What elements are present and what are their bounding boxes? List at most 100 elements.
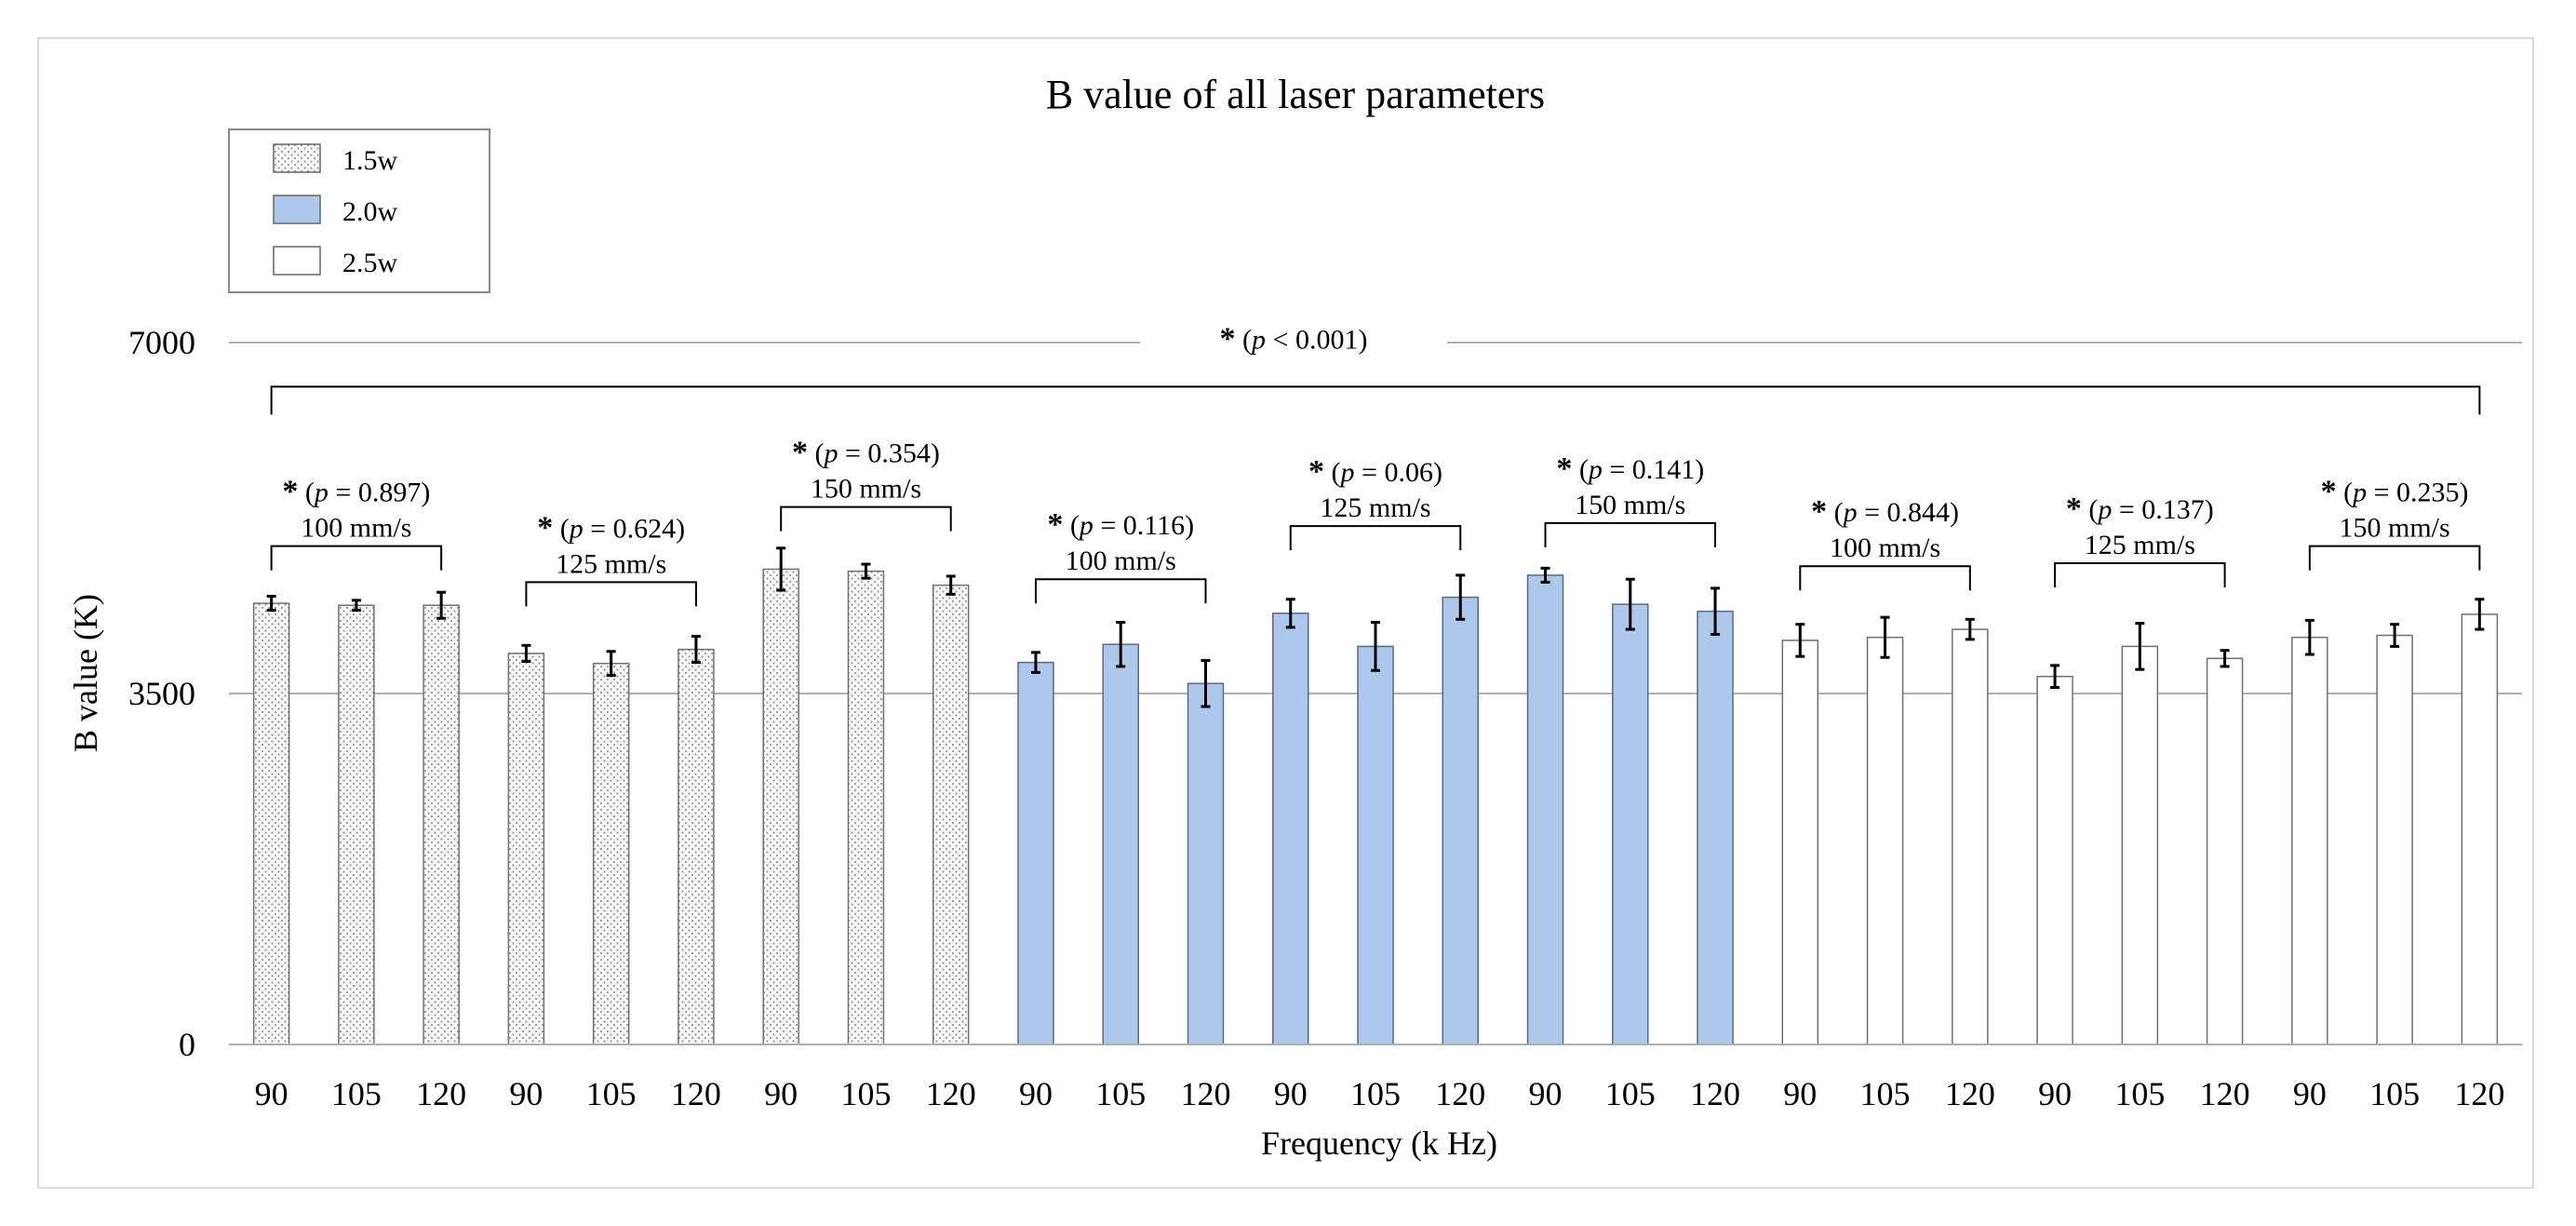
bar-1.5w-90 — [507, 653, 545, 1045]
speed-label: 150 mm/s — [811, 474, 921, 505]
error-bar — [606, 650, 616, 678]
p-value-label: * (p < 0.001) — [1220, 321, 1368, 356]
bar-1.5w-90 — [252, 602, 290, 1045]
bar-2.5w-105 — [2376, 634, 2413, 1045]
error-bars — [266, 546, 2485, 708]
error-bar — [521, 643, 531, 664]
x-tick-label: 120 — [2454, 1075, 2504, 1112]
speed-label: 150 mm/s — [1575, 490, 1685, 520]
legend-label-2.0w: 2.0w — [342, 196, 398, 227]
significance-bracket: * (p = 0.06)125 mm/s — [1289, 454, 1462, 551]
bar-2.0w-105 — [1102, 643, 1139, 1045]
bars — [252, 568, 2499, 1045]
y-axis-ticks: 0 3500 7000 — [128, 324, 195, 1063]
bar-1.5w-120 — [678, 648, 715, 1045]
x-tick-label: 90 — [1274, 1075, 1308, 1112]
significance-bracket: * (p = 0.897) 100 mm/s — [270, 475, 443, 571]
legend-label-1.5w: 1.5w — [342, 145, 398, 176]
legend-swatch-1.5w — [273, 143, 321, 173]
error-bar — [1711, 586, 1721, 636]
error-bar — [1795, 623, 1805, 658]
x-tick-label: 105 — [1860, 1075, 1911, 1112]
p-value-label: * (p = 0.897) — [282, 475, 430, 509]
significance-bracket: * (p = 0.116) 100 mm/s — [1034, 507, 1207, 604]
bar-2.0w-105 — [1357, 645, 1394, 1045]
error-bar — [1456, 573, 1466, 621]
bar-2.5w-120 — [1952, 628, 1989, 1045]
bar-2.5w-120 — [2461, 613, 2499, 1045]
speed-label: 125 mm/s — [1320, 492, 1430, 523]
bar-2.0w-120 — [1187, 682, 1225, 1045]
significance-bracket: * (p = 0.624)125 mm/s — [525, 510, 697, 607]
bar-2.5w-90 — [2036, 675, 2073, 1045]
significance-bracket: * (p = 0.137) 125 mm/s — [2054, 492, 2226, 587]
speed-label: 125 mm/s — [556, 548, 666, 579]
x-tick-label: 90 — [2038, 1075, 2072, 1112]
legend-label-2.5w: 2.5w — [342, 248, 398, 278]
error-bar — [776, 546, 786, 592]
x-tick-label: 90 — [255, 1075, 288, 1112]
bar-1.5w-120 — [932, 584, 970, 1045]
significance-bracket: * (p = 0.141) 150 mm/s — [1544, 451, 1717, 547]
error-bar — [2220, 649, 2230, 668]
error-bar — [2304, 618, 2314, 656]
bar-2.0w-90 — [1271, 613, 1309, 1045]
p-value-label: * (p = 0.235) — [2321, 475, 2469, 509]
x-axis-label: Frequency (k Hz) — [1261, 1125, 1497, 1162]
p-value-label: * (p = 0.137) — [2066, 492, 2214, 526]
significance-bracket: * (p = 0.354) 150 mm/s — [780, 436, 952, 532]
significance-bracket: * (p = 0.844)100 mm/s — [1799, 494, 1971, 591]
p-value-label: * (p = 0.141) — [1556, 451, 1704, 486]
speed-label: 100 mm/s — [1830, 532, 1940, 563]
x-tick-label: 105 — [2114, 1075, 2165, 1112]
error-bar — [436, 590, 447, 620]
significance-bracket: * (p = 0.235) 150 mm/s — [2308, 475, 2481, 571]
error-bar — [1540, 566, 1550, 584]
y-tick-label: 7000 — [128, 324, 195, 361]
y-tick-label: 0 — [179, 1026, 195, 1063]
significance-brackets: * (p = 0.897) 100 mm/s * (p = 0.624)125 mm… — [270, 321, 2481, 607]
x-tick-label: 105 — [840, 1075, 891, 1112]
bar-2.0w-120 — [1442, 596, 1480, 1045]
bar-2.5w-120 — [2206, 657, 2244, 1045]
p-value-label: * (p = 0.06) — [1308, 454, 1442, 489]
bar-1.5w-105 — [847, 570, 885, 1045]
error-bar — [1371, 621, 1380, 672]
x-tick-label: 90 — [1529, 1075, 1563, 1112]
error-bar — [1965, 617, 1975, 641]
error-bar — [1625, 577, 1635, 631]
bar-2.0w-90 — [1017, 661, 1054, 1045]
speed-label: 125 mm/s — [2085, 530, 2195, 560]
x-tick-label: 120 — [2200, 1075, 2250, 1112]
x-tick-label: 105 — [331, 1075, 382, 1112]
speed-label: 100 mm/s — [1066, 546, 1176, 576]
chart-title: B value of all laser parameters — [1046, 72, 1545, 117]
y-axis-label: B value (K) — [67, 594, 104, 752]
x-tick-label: 90 — [2293, 1075, 2327, 1112]
bar-2.5w-105 — [1866, 636, 1904, 1045]
error-bar — [2135, 622, 2145, 671]
x-tick-label: 120 — [1690, 1075, 1740, 1112]
x-tick-label: 120 — [926, 1075, 976, 1112]
bar-1.5w-105 — [592, 662, 630, 1045]
speed-label: 100 mm/s — [301, 513, 411, 544]
x-tick-label: 105 — [586, 1075, 637, 1112]
p-value-label: * (p = 0.844) — [1811, 494, 1959, 529]
error-bar — [946, 574, 956, 596]
bar-2.5w-90 — [1781, 640, 1819, 1045]
x-tick-label: 90 — [1019, 1075, 1053, 1112]
error-bar — [1116, 621, 1126, 668]
error-bar — [2050, 664, 2060, 690]
p-value-label: * (p = 0.116) — [1047, 507, 1194, 542]
error-bar — [1880, 615, 1890, 659]
y-tick-label: 3500 — [128, 675, 195, 712]
x-tick-label: 105 — [1350, 1075, 1401, 1112]
x-axis-ticks: 90 105 120 90 105 120 90 105 120 90 105 120 90 105 120… — [255, 1075, 2505, 1112]
x-tick-label: 105 — [1095, 1075, 1146, 1112]
error-bar — [1285, 598, 1295, 629]
error-bar — [351, 599, 361, 613]
x-tick-label: 90 — [509, 1075, 543, 1112]
bar-1.5w-90 — [762, 568, 799, 1045]
bar-2.5w-90 — [2291, 636, 2328, 1045]
x-tick-label: 120 — [416, 1075, 466, 1112]
